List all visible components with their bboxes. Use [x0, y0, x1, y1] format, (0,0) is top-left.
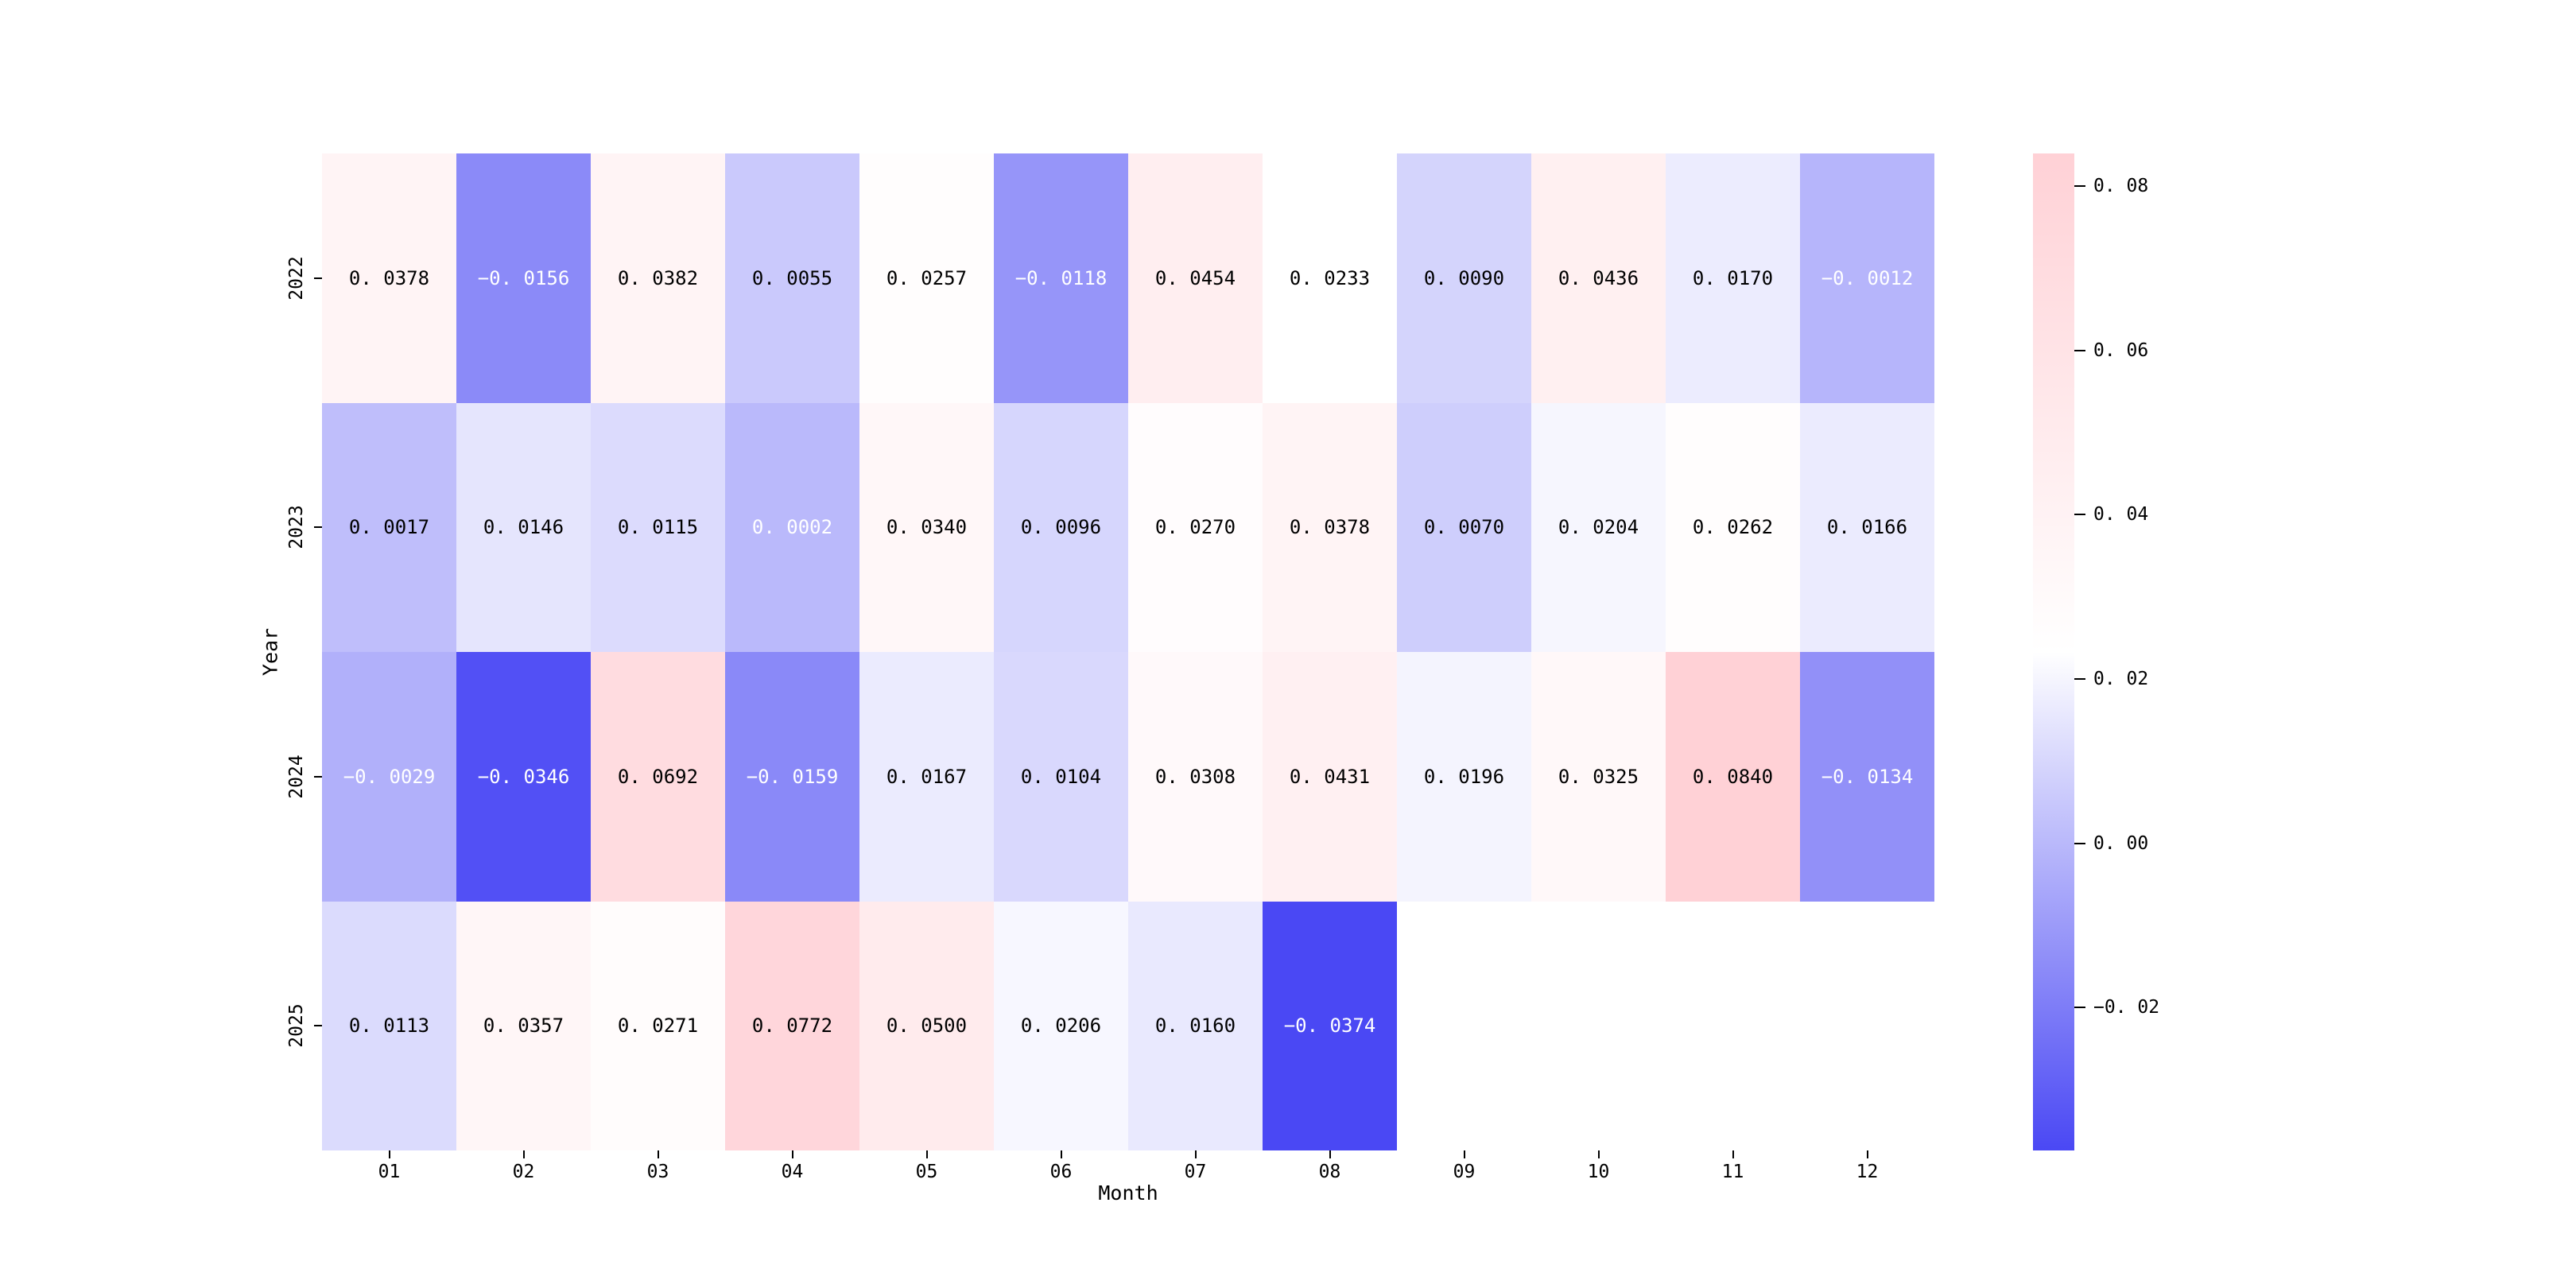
y-tick-mark: [314, 526, 322, 529]
heatmap-cell: 0. 0167: [859, 652, 994, 902]
colorbar-tick-mark: [2074, 349, 2085, 351]
colorbar-tick-label: 0. 06: [2093, 339, 2149, 361]
heatmap-cell: −0. 0029: [322, 652, 456, 902]
heatmap-cell: 0. 0146: [456, 402, 591, 652]
y-tick-label: 2024: [286, 755, 307, 799]
heatmap-cell: 0. 0340: [859, 402, 994, 652]
heatmap-cell: 0. 0500: [859, 901, 994, 1150]
y-tick-mark: [314, 1025, 322, 1027]
heatmap-cell: 0. 0017: [322, 402, 456, 652]
heatmap-cell: 0. 0454: [1128, 153, 1263, 403]
y-axis-title: Year: [258, 627, 282, 677]
y-tick-label: 2025: [286, 1003, 307, 1048]
y-tick-mark: [314, 277, 322, 279]
heatmap-cell: −0. 0156: [456, 153, 591, 403]
heatmap-cell: 0. 0115: [591, 402, 725, 652]
x-tick-mark: [1866, 1150, 1868, 1158]
x-tick-mark: [388, 1150, 390, 1158]
x-tick-mark: [1597, 1150, 1600, 1158]
x-tick-mark: [522, 1150, 525, 1158]
colorbar-tick-label: 0. 08: [2093, 176, 2149, 197]
y-tick-label: 2023: [286, 505, 307, 549]
x-tick-label: 06: [1049, 1162, 1073, 1182]
heatmap-cell: 0. 0090: [1397, 153, 1531, 403]
heatmap-cell: 0. 0431: [1263, 652, 1397, 902]
colorbar-tick-mark: [2074, 1007, 2085, 1009]
colorbar: 0. 08 0. 06 0. 04 0. 02 0. 00 −0. 02: [2033, 153, 2159, 1150]
heatmap-cell: 0. 0096: [994, 402, 1128, 652]
heatmap-cell: 0. 0840: [1666, 652, 1800, 902]
x-tick-label: 08: [1318, 1162, 1341, 1182]
x-tick-mark: [1194, 1150, 1197, 1158]
colorbar-tick-label: 0. 00: [2093, 832, 2149, 854]
heatmap-cell: 0. 0772: [725, 901, 859, 1150]
heatmap-cell: 0. 0002: [725, 402, 859, 652]
heatmap-cell: 0. 0357: [456, 901, 591, 1150]
heatmap-cell: −0. 0118: [994, 153, 1128, 403]
heatmap-cell: 0. 0233: [1263, 153, 1397, 403]
x-tick-label: 04: [781, 1162, 804, 1182]
heatmap-cell: 0. 0692: [591, 652, 725, 902]
colorbar-tick-mark: [2074, 678, 2085, 681]
x-tick-mark: [1732, 1150, 1734, 1158]
heatmap-plot: 0. 0378 −0. 0156 0. 0382 0. 0055 0. 0257 −0. …: [322, 153, 1934, 1150]
heatmap-cell: 0. 0378: [1263, 402, 1397, 652]
x-tick-mark: [1060, 1150, 1062, 1158]
heatmap-cell: 0. 0196: [1397, 652, 1531, 902]
heatmap-cell: 0. 0308: [1128, 652, 1263, 902]
heatmap-cell: 0. 0257: [859, 153, 994, 403]
x-tick-label: 10: [1587, 1162, 1610, 1182]
heatmap-cell: −0. 0374: [1263, 901, 1397, 1150]
x-tick-label: 02: [512, 1162, 535, 1182]
y-tick-mark: [314, 775, 322, 778]
x-tick-label: 03: [646, 1162, 669, 1182]
heatmap-cell: 0. 0166: [1800, 402, 1934, 652]
heatmap-cell: 0. 0160: [1128, 901, 1263, 1150]
heatmap-cell: [1800, 901, 1934, 1150]
colorbar-tick-mark: [2074, 842, 2085, 844]
x-tick-mark: [791, 1150, 793, 1158]
x-tick-label: 05: [915, 1162, 938, 1182]
y-tick-label: 2022: [286, 256, 307, 301]
colorbar-tick-mark: [2074, 514, 2085, 516]
colorbar-tick-label: −0. 02: [2093, 997, 2160, 1018]
heatmap-cell: −0. 0134: [1800, 652, 1934, 902]
heatmap-cell: 0. 0270: [1128, 402, 1263, 652]
heatmap-cell: [1531, 901, 1666, 1150]
x-tick-mark: [1329, 1150, 1331, 1158]
colorbar-tick-label: 0. 04: [2093, 504, 2149, 526]
heatmap-cell: −0. 0346: [456, 652, 591, 902]
heatmap-cell: 0. 0325: [1531, 652, 1666, 902]
x-tick-mark: [657, 1150, 659, 1158]
x-tick-label: 11: [1721, 1162, 1744, 1182]
heatmap-cell: 0. 0378: [322, 153, 456, 403]
colorbar-tick-label: 0. 02: [2093, 669, 2149, 690]
x-tick-label: 09: [1453, 1162, 1476, 1182]
heatmap-cell: 0. 0170: [1666, 153, 1800, 403]
heatmap-cell: 0. 0271: [591, 901, 725, 1150]
x-tick-label: 07: [1184, 1162, 1207, 1182]
heatmap-cell: 0. 0382: [591, 153, 725, 403]
x-tick-mark: [1463, 1150, 1465, 1158]
heatmap-cell: [1666, 901, 1800, 1150]
heatmap-cell: 0. 0436: [1531, 153, 1666, 403]
x-tick-label: 01: [378, 1162, 401, 1182]
x-axis-title: Month: [1098, 1181, 1158, 1205]
heatmap-cell: 0. 0070: [1397, 402, 1531, 652]
heatmap-cell: 0. 0204: [1531, 402, 1666, 652]
heatmap-cell: 0. 0104: [994, 652, 1128, 902]
heatmap-cell: 0. 0113: [322, 901, 456, 1150]
heatmap-cell: 0. 0206: [994, 901, 1128, 1150]
heatmap-cell: −0. 0012: [1800, 153, 1934, 403]
heatmap-cell: −0. 0159: [725, 652, 859, 902]
heatmap-cell: [1397, 901, 1531, 1150]
colorbar-tick-mark: [2074, 185, 2085, 188]
x-tick-mark: [925, 1150, 928, 1158]
heatmap-cell: 0. 0055: [725, 153, 859, 403]
x-tick-label: 12: [1856, 1162, 1879, 1182]
heatmap-cell: 0. 0262: [1666, 402, 1800, 652]
colorbar-gradient: [2033, 153, 2074, 1150]
